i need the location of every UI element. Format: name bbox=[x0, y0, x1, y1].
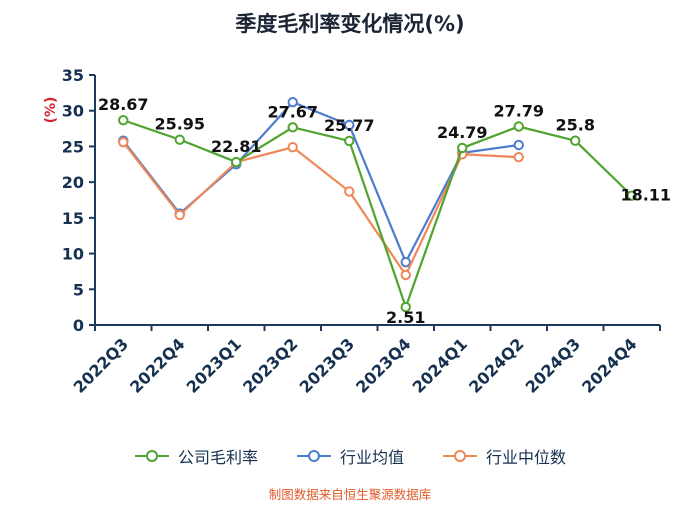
legend-item-2[interactable]: 行业中位数 bbox=[442, 444, 566, 468]
legend-item-1[interactable]: 行业均值 bbox=[296, 444, 404, 468]
legend-label: 行业均值 bbox=[339, 448, 404, 467]
x-tick-label: 2023Q4 bbox=[352, 334, 414, 396]
data-point bbox=[513, 121, 524, 132]
legend: 公司毛利率 行业均值 行业中位数 bbox=[0, 444, 700, 468]
y-axis-title: (%) bbox=[43, 97, 59, 124]
data-label: 25.77 bbox=[324, 116, 375, 135]
legend-line-circle-icon bbox=[134, 450, 169, 462]
data-point bbox=[174, 134, 185, 145]
data-label: 28.67 bbox=[98, 95, 149, 114]
data-label: 22.81 bbox=[211, 137, 262, 156]
data-point bbox=[400, 256, 411, 268]
legend-item-0[interactable]: 公司毛利率 bbox=[134, 444, 258, 468]
x-tick-label: 2022Q4 bbox=[126, 334, 188, 396]
chart-title: 季度毛利率变化情况(%) bbox=[235, 12, 465, 36]
data-point bbox=[400, 269, 411, 281]
data-point bbox=[513, 151, 524, 163]
legend-label: 行业中位数 bbox=[486, 448, 567, 467]
legend-label: 公司毛利率 bbox=[177, 448, 258, 467]
data-label: 18.11 bbox=[620, 186, 671, 205]
data-point bbox=[174, 209, 185, 221]
data-point bbox=[626, 190, 637, 201]
y-tick-label: 30 bbox=[62, 102, 84, 121]
data-point bbox=[287, 141, 298, 153]
data-point bbox=[513, 139, 524, 151]
data-point bbox=[344, 186, 355, 197]
data-point bbox=[287, 122, 298, 133]
x-tick-label: 2024Q1 bbox=[409, 334, 471, 396]
data-label: 27.79 bbox=[493, 102, 544, 121]
data-point bbox=[457, 142, 468, 154]
x-tick-label: 2024Q2 bbox=[465, 334, 527, 396]
source-caption: 制图数据来自恒生聚源数据库 bbox=[268, 487, 432, 502]
data-label: 25.8 bbox=[556, 116, 595, 135]
data-point bbox=[570, 135, 581, 146]
legend-line-circle-icon bbox=[443, 450, 477, 462]
x-tick-label: 2024Q3 bbox=[522, 334, 584, 396]
data-label: 27.67 bbox=[267, 102, 318, 121]
data-point bbox=[400, 301, 411, 313]
line-chart: 051015202530352022Q32022Q42023Q12023Q220… bbox=[43, 66, 671, 396]
y-tick-label: 10 bbox=[62, 245, 84, 264]
data-label: 24.79 bbox=[437, 123, 488, 142]
data-point bbox=[118, 115, 129, 126]
data-point bbox=[118, 136, 129, 148]
y-tick-label: 5 bbox=[73, 280, 84, 299]
y-tick-label: 15 bbox=[62, 209, 84, 228]
series-0: 28.67 25.95 22.81 27.67 25.77 2.51 24.79 27.79 2… bbox=[98, 95, 671, 327]
x-tick-label: 2023Q3 bbox=[296, 334, 358, 396]
legend-line-circle-icon bbox=[296, 450, 331, 462]
x-tick-label: 2024Q4 bbox=[578, 334, 640, 396]
y-tick-label: 0 bbox=[73, 316, 84, 335]
data-point bbox=[287, 96, 298, 108]
data-label: 25.95 bbox=[154, 115, 205, 134]
y-tick-label: 25 bbox=[62, 137, 84, 156]
y-tick-label: 35 bbox=[62, 66, 84, 85]
data-point bbox=[344, 135, 355, 147]
x-tick-label: 2023Q2 bbox=[239, 334, 301, 396]
data-point bbox=[231, 156, 242, 168]
data-point bbox=[344, 119, 355, 131]
x-tick-label: 2022Q3 bbox=[70, 334, 132, 396]
y-tick-label: 20 bbox=[62, 173, 84, 192]
data-label: 2.51 bbox=[386, 308, 425, 327]
x-tick-label: 2023Q1 bbox=[183, 334, 245, 396]
